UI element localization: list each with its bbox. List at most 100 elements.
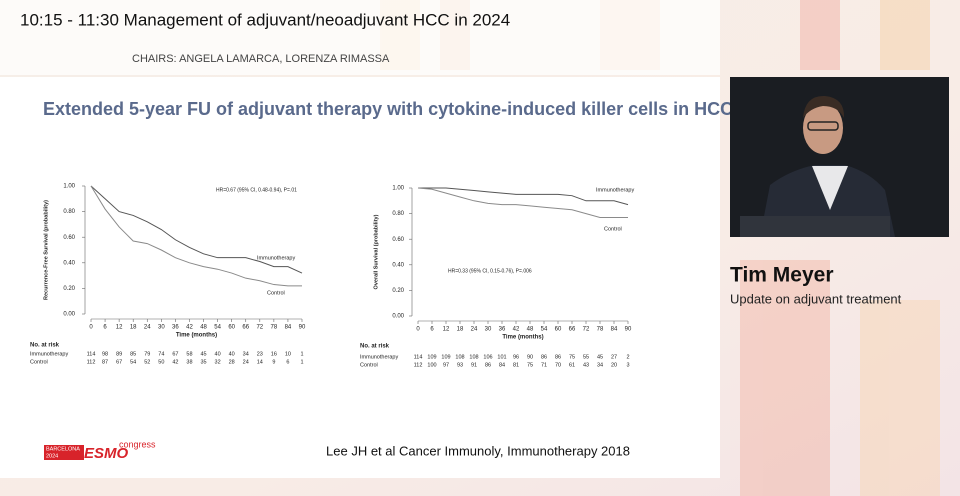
y-tick-label: 1.00: [392, 186, 404, 192]
x-tick-label: 36: [172, 325, 179, 331]
risk-row-label: Control: [360, 362, 378, 368]
y-tick-label: 0.60: [392, 237, 404, 243]
x-tick-label: 12: [443, 327, 450, 333]
risk-count: 112: [87, 359, 96, 365]
session-title: 10:15 - 11:30 Management of adjuvant/neo…: [20, 10, 510, 29]
risk-count: 58: [186, 351, 192, 357]
y-tick-label: 0.40: [392, 262, 404, 268]
x-tick-label: 60: [228, 325, 235, 331]
x-tick-label: 42: [186, 325, 193, 331]
y-axis-label: Overall Survival (probability): [373, 214, 379, 289]
x-tick-label: 30: [158, 325, 165, 331]
risk-count: 85: [130, 351, 136, 357]
series-label: Immunotherapy: [596, 187, 634, 193]
survival-curve: [90, 185, 302, 287]
risk-count: 34: [243, 351, 249, 357]
x-tick-label: 0: [416, 327, 420, 333]
risk-count: 109: [441, 354, 450, 360]
slide-title: Extended 5-year FU of adjuvant therapy w…: [43, 99, 733, 119]
y-tick-label: 0.60: [63, 235, 75, 241]
risk-count: 90: [527, 354, 533, 360]
risk-count: 91: [471, 362, 477, 368]
x-tick-label: 66: [242, 325, 249, 331]
risk-count: 28: [229, 359, 235, 365]
risk-count: 40: [215, 351, 221, 357]
risk-count: 14: [257, 359, 263, 365]
risk-count: 81: [513, 362, 519, 368]
survival-curve: [90, 185, 303, 274]
y-tick-label: 1.00: [63, 184, 75, 190]
risk-count: 114: [414, 354, 423, 360]
risk-count: 38: [186, 359, 192, 365]
series-label: Control: [267, 290, 285, 296]
risk-count: 9: [272, 359, 275, 365]
risk-count: 54: [130, 359, 136, 365]
header-bar: [0, 0, 720, 75]
risk-count: 101: [497, 354, 506, 360]
x-axis-label: Time (months): [176, 333, 217, 339]
esmo-logo: BARCELONA 2024 ESMO congress: [44, 439, 156, 462]
x-tick-label: 78: [597, 327, 604, 333]
risk-count: 1: [300, 351, 303, 357]
x-tick-label: 72: [583, 327, 590, 333]
x-tick-label: 48: [527, 327, 534, 333]
risk-count: 114: [87, 351, 96, 357]
risk-count: 2: [626, 354, 629, 360]
x-tick-label: 42: [513, 327, 520, 333]
risk-count: 16: [271, 351, 277, 357]
risk-count: 96: [513, 354, 519, 360]
y-tick-label: 0.00: [392, 314, 404, 320]
x-tick-label: 24: [471, 327, 478, 333]
y-tick-label: 0.80: [63, 209, 75, 215]
risk-count: 108: [455, 354, 464, 360]
series-label: Immunotherapy: [257, 255, 295, 261]
logo-box: [44, 445, 84, 460]
risk-count: 75: [527, 362, 533, 368]
citation: Lee JH et al Cancer Immunoly, Immunother…: [326, 443, 630, 458]
risk-count: 27: [611, 354, 617, 360]
risk-count: 97: [443, 362, 449, 368]
risk-count: 32: [215, 359, 221, 365]
y-tick-label: 0.40: [63, 260, 75, 266]
risk-count: 40: [229, 351, 235, 357]
risk-count: 24: [243, 359, 249, 365]
risk-count: 67: [172, 351, 178, 357]
risk-count: 70: [555, 362, 561, 368]
lectern: [740, 216, 890, 237]
speaker-name: Tim Meyer: [730, 264, 834, 287]
risk-row-label: Immunotherapy: [360, 354, 398, 360]
x-tick-label: 60: [555, 327, 562, 333]
x-tick-label: 48: [200, 325, 207, 331]
y-tick-label: 0.20: [63, 286, 75, 292]
logo-event: congress: [119, 439, 156, 449]
risk-count: 45: [200, 351, 206, 357]
x-tick-label: 0: [89, 325, 93, 331]
risk-title: No. at risk: [30, 343, 60, 349]
x-tick-label: 78: [271, 325, 278, 331]
x-tick-label: 30: [485, 327, 492, 333]
logo-city: BARCELONA: [46, 446, 80, 452]
risk-count: 71: [541, 362, 547, 368]
risk-count: 98: [102, 351, 108, 357]
speaker-shirt: [812, 166, 848, 210]
x-tick-label: 90: [299, 325, 306, 331]
speaker-hair: [803, 95, 845, 118]
risk-title: No. at risk: [360, 344, 390, 350]
x-tick-label: 84: [285, 325, 292, 331]
risk-count: 6: [286, 359, 289, 365]
risk-count: 86: [555, 354, 561, 360]
y-tick-label: 0.80: [392, 211, 404, 217]
x-tick-label: 66: [569, 327, 576, 333]
y-axis-label: Recurrence-Free Survival (probability): [43, 200, 49, 300]
risk-count: 52: [144, 359, 150, 365]
risk-count: 34: [597, 362, 603, 368]
risk-row-label: Control: [30, 359, 48, 365]
x-tick-label: 90: [625, 327, 632, 333]
risk-row-label: Immunotherapy: [30, 351, 68, 357]
risk-count: 61: [569, 362, 575, 368]
x-tick-label: 36: [499, 327, 506, 333]
risk-count: 93: [457, 362, 463, 368]
hazard-ratio: HR=0.33 (95% CI, 0.15-0.76), P=.006: [448, 268, 532, 274]
risk-count: 86: [485, 362, 491, 368]
